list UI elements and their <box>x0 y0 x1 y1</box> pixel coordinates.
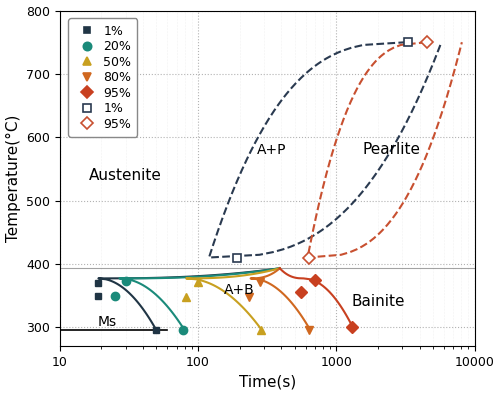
Text: Austenite: Austenite <box>90 168 162 183</box>
Text: Bainite: Bainite <box>351 294 405 309</box>
Legend: 1%, 20%, 50%, 80%, 95%, 1%, 95%: 1%, 20%, 50%, 80%, 95%, 1%, 95% <box>68 19 138 137</box>
X-axis label: Time(s): Time(s) <box>238 374 296 389</box>
Text: A+B: A+B <box>224 284 255 297</box>
Y-axis label: Temperature(°C): Temperature(°C) <box>6 115 20 242</box>
Text: Ms: Ms <box>98 315 116 329</box>
Text: Pearlite: Pearlite <box>362 142 420 157</box>
Text: A+P: A+P <box>257 143 286 157</box>
